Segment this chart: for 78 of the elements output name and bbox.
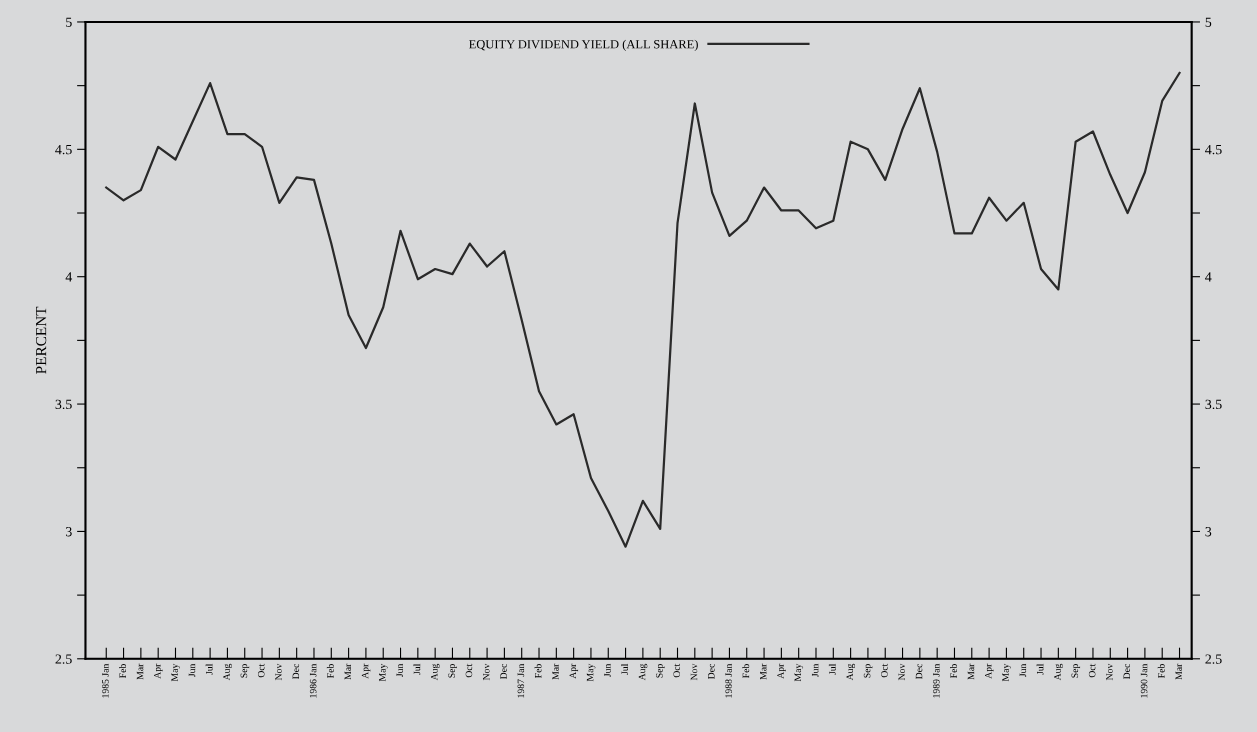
y-tick-label: 3	[66, 527, 72, 537]
x-tick-label: Jun	[188, 663, 196, 677]
x-tick-label: Aug	[846, 663, 856, 681]
x-tick-label: Nov	[275, 663, 282, 681]
x-tick-label: Mar	[1175, 663, 1182, 680]
x-tick-label: May	[171, 663, 180, 682]
x-tick-label: Apr	[985, 663, 994, 679]
x-tick-label: Sep	[1071, 664, 1081, 678]
y2-tick-label: 2.5	[1205, 654, 1222, 664]
x-tick-label: Apr	[569, 663, 579, 679]
x-tick-label: Aug	[1054, 663, 1063, 681]
y2-tick-label: 3.5	[1205, 399, 1222, 410]
x-tick-label: Jul	[413, 663, 421, 675]
x-tick-label: Sep	[656, 664, 665, 678]
x-tick-label: Feb	[1157, 664, 1165, 678]
x-tick-label: Dec	[915, 663, 923, 680]
x-tick-label: Jul	[1036, 663, 1044, 675]
y2-tick-label: 3	[1205, 527, 1212, 537]
x-tick-label: Sep	[240, 664, 250, 678]
x-tick-label: May	[1002, 663, 1011, 682]
y2-tick-label: 4	[1205, 272, 1212, 282]
x-tick-label: Nov	[1106, 663, 1113, 681]
x-tick-label: Apr	[361, 663, 371, 679]
x-tick-label: Nov	[483, 663, 490, 681]
y2-tick-label: 5	[1205, 17, 1212, 27]
x-tick-label: May	[794, 663, 804, 682]
x-tick-label: Jul	[205, 663, 213, 675]
x-tick-label: May	[379, 663, 388, 682]
x-tick-label: Jul	[828, 663, 836, 675]
y2-tick-label: 4.5	[1205, 145, 1222, 155]
x-tick-label: 1990 Jan	[1140, 663, 1148, 698]
y-tick-label: 3.5	[55, 399, 72, 410]
x-tick-label: 1989 Jan	[933, 663, 940, 698]
x-tick-label: Mar	[344, 663, 352, 680]
x-tick-label: Nov	[898, 663, 905, 681]
x-tick-label: Mar	[760, 663, 767, 680]
x-tick-label: Nov	[690, 663, 698, 681]
x-tick-label: Aug	[223, 663, 232, 681]
x-tick-label: Feb	[950, 664, 957, 678]
line-series	[105, 71, 1181, 548]
x-tick-label: 1986 Jan	[309, 663, 317, 698]
x-tick-label: Jun	[604, 663, 611, 677]
x-tick-label: Apr	[777, 663, 786, 679]
y-tick-label: 2.5	[55, 654, 72, 664]
x-tick-label: Mar	[967, 663, 975, 680]
y-tick-label: 4	[65, 272, 73, 282]
x-tick-label: Sep	[863, 664, 873, 678]
x-tick-label: May	[586, 663, 596, 682]
x-tick-label: Oct	[257, 663, 265, 678]
x-tick-label: 1988 Jan	[725, 663, 732, 698]
x-tick-label: 1985 Jan	[102, 663, 109, 698]
y-tick-label: 4.5	[55, 145, 72, 155]
x-tick-label: Feb	[534, 664, 542, 678]
x-tick-label: Jul	[621, 663, 629, 675]
x-tick-label: Oct	[465, 663, 473, 678]
x-tick-label: Dec	[708, 663, 715, 680]
x-tick-label: Aug	[638, 663, 648, 681]
x-tick-label: Jun	[811, 663, 819, 677]
x-tick-label: Apr	[154, 663, 163, 679]
x-tick-label: Feb	[742, 664, 750, 678]
x-tick-label: Dec	[1123, 663, 1131, 680]
x-tick-label: Sep	[448, 664, 457, 678]
x-tick-label: Aug	[431, 663, 440, 681]
x-tick-label: Dec	[500, 663, 507, 680]
x-tick-label: Oct	[673, 663, 680, 678]
x-tick-label: Oct	[881, 663, 888, 678]
x-tick-label: Mar	[136, 663, 144, 680]
x-tick-label: Oct	[1088, 663, 1096, 678]
y-axis-title: PERCENT	[35, 306, 47, 374]
x-tick-label: Feb	[119, 664, 126, 678]
x-tick-label: Feb	[326, 664, 334, 678]
text: EQUITY DIVIDEND YIELD (ALL SHARE)	[469, 39, 698, 51]
x-tick-label: Jun	[1019, 663, 1027, 677]
x-tick-label: Mar	[552, 663, 559, 680]
x-tick-label: 1987 Jan	[517, 663, 525, 698]
x-tick-label: Jun	[396, 663, 403, 677]
x-tick-label: Dec	[292, 663, 300, 680]
y-tick-label: 5	[66, 17, 72, 27]
